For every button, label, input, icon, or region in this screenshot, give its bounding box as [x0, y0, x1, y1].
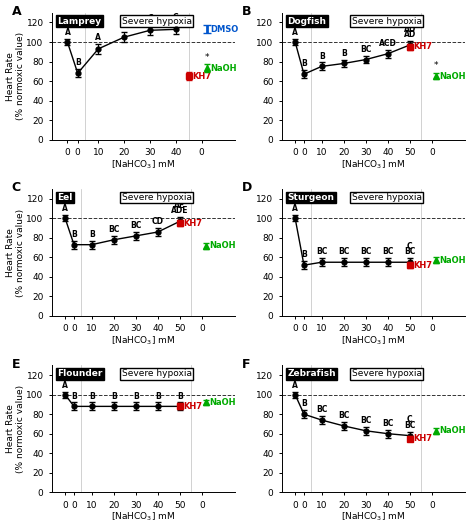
Text: *: * [204, 52, 209, 61]
Text: Eel: Eel [57, 193, 73, 202]
Text: ADE: ADE [171, 206, 189, 215]
Text: KH7: KH7 [183, 218, 202, 227]
Y-axis label: Heart Rate
(% normoxic value): Heart Rate (% normoxic value) [6, 32, 25, 120]
Text: B: B [341, 49, 346, 58]
X-axis label: [NaHCO$_3$] mM: [NaHCO$_3$] mM [111, 158, 176, 171]
Text: BC: BC [316, 405, 328, 414]
Text: C: C [147, 14, 153, 23]
Text: NaOH: NaOH [210, 241, 236, 250]
Text: ACD: ACD [379, 39, 397, 48]
Text: C: C [121, 16, 127, 25]
Text: B: B [301, 250, 307, 259]
Text: B: B [319, 51, 325, 60]
Text: C: C [407, 242, 413, 251]
Text: A: A [64, 28, 70, 37]
Text: NaOH: NaOH [440, 256, 466, 265]
Text: B: B [177, 391, 183, 400]
Text: D: D [242, 181, 252, 195]
Text: B: B [133, 391, 139, 400]
Text: BC: BC [382, 419, 393, 428]
Text: BC: BC [404, 248, 416, 257]
Text: Severe hypoxia: Severe hypoxia [121, 369, 191, 378]
Text: A: A [12, 5, 21, 18]
Text: NaOH: NaOH [440, 71, 466, 80]
Text: B: B [301, 59, 307, 68]
Text: E: E [12, 358, 20, 371]
Text: BC: BC [360, 45, 372, 54]
Text: BC: BC [130, 221, 141, 230]
Text: B: B [155, 391, 161, 400]
Text: NaOH: NaOH [440, 426, 466, 435]
Text: B: B [89, 391, 94, 400]
X-axis label: [NaHCO$_3$] mM: [NaHCO$_3$] mM [341, 158, 406, 171]
X-axis label: [NaHCO$_3$] mM: [NaHCO$_3$] mM [341, 511, 406, 523]
Text: DMSO: DMSO [210, 25, 239, 34]
Text: BC: BC [360, 248, 372, 257]
Text: BC: BC [316, 248, 328, 257]
X-axis label: [NaHCO$_3$] mM: [NaHCO$_3$] mM [111, 511, 176, 523]
X-axis label: [NaHCO$_3$] mM: [NaHCO$_3$] mM [341, 335, 406, 347]
Text: A: A [292, 381, 298, 390]
Text: KH7: KH7 [183, 402, 202, 411]
Text: B: B [89, 230, 94, 239]
Text: AD: AD [404, 25, 416, 34]
Text: B: B [71, 391, 77, 400]
Text: KH7: KH7 [413, 434, 432, 443]
Text: B: B [111, 391, 117, 400]
Text: A: A [121, 21, 127, 30]
Text: Severe hypoxia: Severe hypoxia [121, 193, 191, 202]
Text: KH7: KH7 [413, 42, 432, 51]
Text: AE: AE [174, 201, 185, 210]
Text: BC: BC [338, 411, 349, 420]
Text: Severe hypoxia: Severe hypoxia [352, 369, 421, 378]
Y-axis label: Heart Rate
(% normoxic value): Heart Rate (% normoxic value) [6, 208, 25, 297]
Text: B: B [71, 230, 77, 239]
Text: NaOH: NaOH [210, 64, 237, 73]
Text: Severe hypoxia: Severe hypoxia [352, 193, 421, 202]
Text: A: A [62, 205, 68, 214]
Text: Flounder: Flounder [57, 369, 103, 378]
Text: BC: BC [382, 248, 393, 257]
Text: A: A [62, 381, 68, 390]
Text: C: C [12, 181, 21, 195]
Text: Severe hypoxia: Severe hypoxia [121, 16, 191, 25]
Text: A: A [95, 33, 101, 42]
Text: BC: BC [360, 416, 372, 425]
Text: *: * [434, 61, 438, 70]
Text: Lamprey: Lamprey [57, 16, 101, 25]
Text: A: A [292, 28, 298, 37]
Text: CD: CD [152, 217, 164, 226]
Text: KH7: KH7 [192, 71, 211, 80]
Y-axis label: Heart Rate
(% normoxic value): Heart Rate (% normoxic value) [6, 385, 25, 473]
Text: BC: BC [108, 225, 119, 234]
Text: B: B [301, 399, 307, 408]
Text: C: C [173, 14, 179, 23]
Text: BC: BC [338, 248, 349, 257]
Text: F: F [242, 358, 250, 371]
Text: C: C [407, 415, 413, 424]
Text: BC: BC [404, 421, 416, 430]
Text: AD: AD [404, 30, 416, 39]
Text: Zebrafish: Zebrafish [287, 369, 336, 378]
Text: A: A [292, 205, 298, 214]
X-axis label: [NaHCO$_3$] mM: [NaHCO$_3$] mM [111, 335, 176, 347]
Text: Severe hypoxia: Severe hypoxia [352, 16, 421, 25]
Text: Sturgeon: Sturgeon [287, 193, 334, 202]
Text: NaOH: NaOH [210, 398, 236, 407]
Text: Dogfish: Dogfish [287, 16, 327, 25]
Text: B: B [75, 58, 81, 67]
Text: KH7: KH7 [413, 261, 432, 270]
Text: B: B [242, 5, 251, 18]
